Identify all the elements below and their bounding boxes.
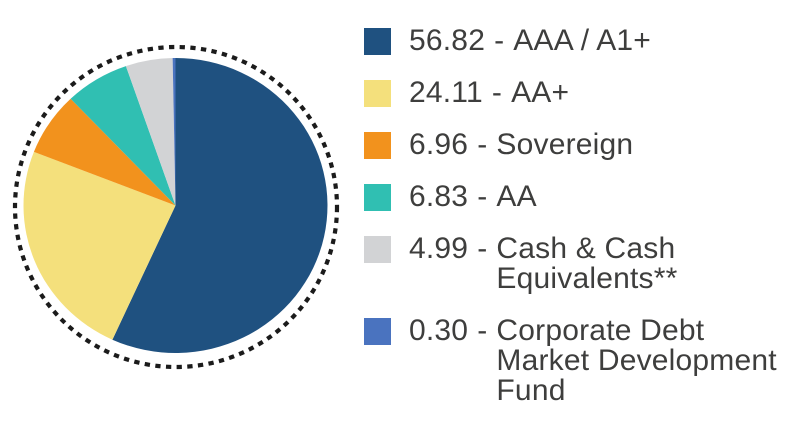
legend-color-swatch [364, 132, 391, 159]
pie-slice-aa [70, 66, 176, 206]
pie-slice-corporate-debt-market-development-fund [172, 58, 176, 206]
legend-separator: - [477, 232, 488, 265]
legend-value: 6.96 [409, 128, 469, 161]
legend-separator: - [477, 180, 488, 213]
legend-label: Cash & Cash Equivalents** [496, 232, 678, 295]
legend-color-swatch [364, 80, 391, 107]
pie-chart [12, 44, 340, 370]
pie-slice-aa [23, 151, 176, 340]
legend-color-swatch [364, 184, 391, 211]
legend-item: 56.82 - AAA / A1+ [364, 26, 777, 56]
pie-slices [23, 58, 328, 353]
legend-value: 56.82 [409, 24, 486, 57]
legend-item: 6.83 - AA [364, 182, 777, 212]
pie-slice-sovereign [33, 98, 176, 206]
legend-item: 6.96 - Sovereign [364, 130, 777, 160]
dotted-border [12, 44, 340, 370]
legend-item: 0.30 - Corporate Debt Market Development… [364, 316, 777, 406]
legend-entry: 56.82 - AAA / A1+ [409, 26, 651, 56]
legend-entry: 4.99 - Cash & Cash Equivalents** [409, 234, 677, 294]
legend: 56.82 - AAA / A1+ 24.11 - AA+ 6.96 - Sov… [364, 26, 777, 406]
legend-value: 0.30 [409, 314, 469, 347]
legend-label: Sovereign [496, 128, 634, 161]
legend-separator: - [477, 314, 488, 347]
legend-entry: 6.96 - Sovereign [409, 130, 633, 160]
legend-item: 24.11 - AA+ [364, 78, 777, 108]
legend-separator: - [491, 76, 503, 109]
legend-entry: 6.83 - AA [409, 182, 537, 212]
legend-entry: 0.30 - Corporate Debt Market Development… [409, 316, 777, 406]
legend-value: 4.99 [409, 232, 469, 265]
legend-color-swatch [364, 318, 391, 345]
legend-value: 6.83 [409, 180, 469, 213]
pie-slice-aaa-a1 [112, 58, 328, 353]
legend-value: 24.11 [409, 76, 483, 109]
legend-separator: - [494, 24, 505, 57]
legend-separator: - [477, 128, 488, 161]
legend-item: 4.99 - Cash & Cash Equivalents** [364, 234, 777, 294]
legend-label: AA+ [511, 76, 570, 109]
legend-color-swatch [364, 28, 391, 55]
legend-entry: 24.11 - AA+ [409, 78, 569, 108]
legend-label: AAA / A1+ [513, 24, 652, 57]
pie-slice-cash-cash-equivalents [125, 58, 176, 206]
legend-label: AA [496, 180, 537, 213]
legend-color-swatch [364, 236, 391, 263]
legend-label: Corporate Debt Market Development Fund [496, 314, 777, 407]
